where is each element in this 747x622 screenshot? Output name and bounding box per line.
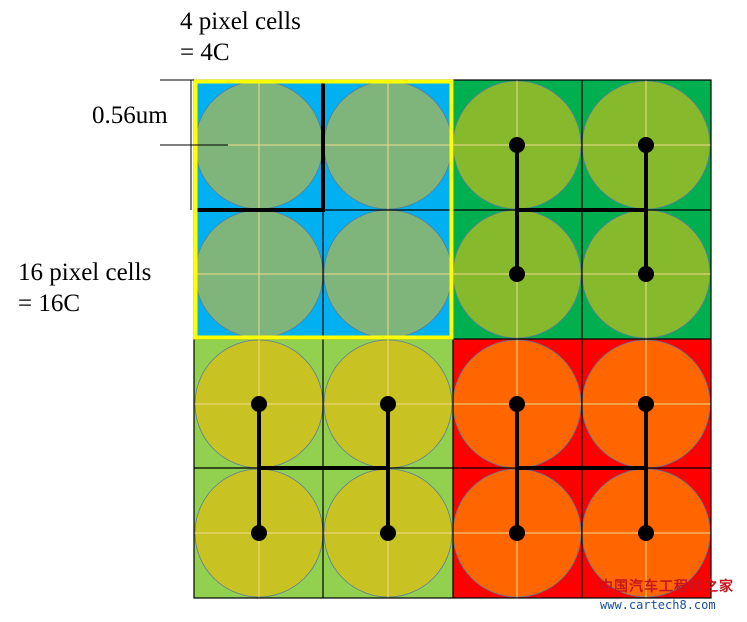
contact-dot	[380, 396, 396, 412]
interconnect-bottom-right	[509, 396, 654, 541]
contact-dot	[380, 525, 396, 541]
four-pixel-cells-caption: 4 pixel cells = 4C	[180, 6, 301, 68]
watermark-site-name: 中国汽车工程师之家	[599, 579, 734, 595]
contact-dot	[638, 525, 654, 541]
contact-dot	[509, 396, 525, 412]
pixel-pitch-label: 0.56um	[92, 102, 168, 129]
contact-dot	[509, 266, 525, 282]
four-pixel-cells-line2: = 4C	[180, 39, 230, 66]
sixteen-pixel-cells-caption: 16 pixel cells = 16C	[18, 257, 151, 319]
four-pixel-cells-line1: 4 pixel cells	[180, 8, 301, 35]
sixteen-pixel-cells-line1: 16 pixel cells	[18, 259, 152, 286]
interconnect-top-right	[509, 137, 654, 282]
contact-dot	[251, 396, 267, 412]
contact-dot	[251, 525, 267, 541]
sixteen-pixel-cells-line2: = 16C	[18, 290, 81, 317]
contact-dot	[509, 137, 525, 153]
contact-dot	[638, 266, 654, 282]
dimension-markers	[160, 79, 228, 210]
interconnect-top-left	[196, 82, 325, 212]
contact-dot	[638, 396, 654, 412]
contact-dot	[509, 525, 525, 541]
contact-dot	[638, 137, 654, 153]
interconnect-bottom-left	[251, 396, 396, 541]
watermark-url: www.cartech8.com	[600, 598, 716, 612]
highlight-16c-box	[193, 79, 454, 340]
